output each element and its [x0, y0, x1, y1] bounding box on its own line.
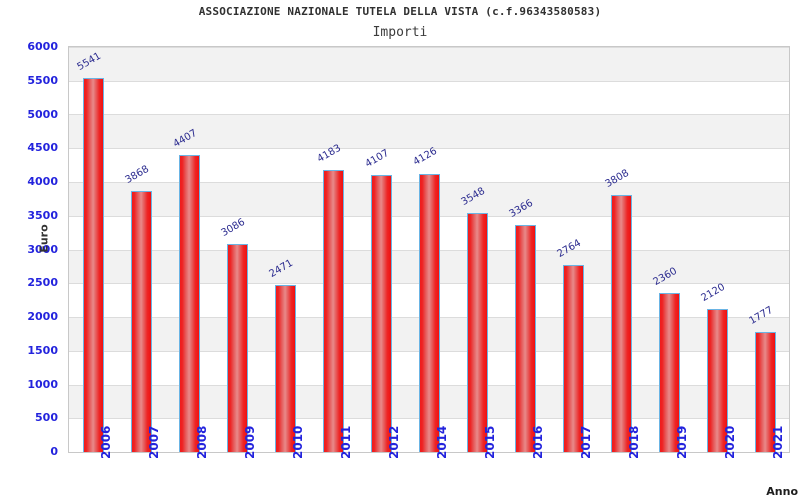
plot-area: [68, 46, 790, 453]
x-axis-tick-label: 2014: [435, 425, 449, 459]
bar[interactable]: [322, 169, 344, 452]
x-axis-tick-label: 2011: [339, 425, 353, 459]
bar[interactable]: [658, 292, 680, 452]
y-axis-tick-label: 500: [35, 411, 58, 425]
bar[interactable]: [178, 154, 200, 452]
x-axis-tick-label: 2018: [627, 425, 641, 459]
chart-subtitle: Importi: [372, 25, 428, 40]
x-axis-tick-label: 2020: [723, 425, 737, 459]
bar[interactable]: [226, 243, 248, 452]
x-axis-tick-label: 2015: [483, 425, 497, 459]
bar[interactable]: [514, 224, 536, 452]
bar[interactable]: [130, 190, 152, 452]
y-axis-tick-label: 3500: [27, 208, 58, 222]
background-band: [69, 47, 789, 81]
gridline: [69, 148, 789, 149]
y-axis-tick-label: 1000: [27, 377, 58, 391]
x-axis-tick-label: 2006: [99, 425, 113, 459]
x-axis-tick-label: 2012: [387, 425, 401, 459]
y-axis-tick-label: 2000: [27, 310, 58, 323]
y-axis-tick-label: 1500: [27, 343, 58, 357]
y-axis-title: Euro: [37, 224, 51, 253]
bar[interactable]: [370, 174, 392, 452]
bar[interactable]: [418, 173, 440, 452]
y-axis-tick-label: 5000: [27, 107, 58, 121]
bar[interactable]: [82, 77, 104, 452]
y-axis-tick-label: 5500: [27, 73, 58, 87]
bar[interactable]: [562, 265, 584, 452]
chart-title: ASSOCIAZIONE NAZIONALE TUTELA DELLA VIST…: [198, 5, 602, 18]
x-axis-tick-label: 2021: [771, 425, 785, 459]
y-axis-tick-label: 6000: [27, 40, 58, 53]
gridline: [69, 47, 789, 48]
x-axis-tick-label: 2016: [531, 425, 545, 459]
x-axis-title: Anno: [766, 485, 798, 498]
bar[interactable]: [274, 285, 296, 452]
bar[interactable]: [706, 308, 728, 452]
x-axis-tick-label: 2009: [243, 425, 257, 459]
x-axis-tick-label: 2019: [675, 425, 689, 459]
x-axis-tick-label: 2008: [195, 425, 209, 459]
bar[interactable]: [610, 194, 632, 452]
x-axis-tick-label: 2017: [579, 425, 593, 459]
bar[interactable]: [754, 332, 776, 452]
x-axis-tick-label: 2007: [147, 425, 161, 459]
y-axis-tick-label: 4000: [27, 175, 58, 188]
background-band: [69, 114, 789, 149]
bar[interactable]: [466, 212, 488, 452]
y-axis-tick-label: 2500: [27, 276, 58, 290]
gridline: [69, 114, 789, 115]
y-axis-tick-label: 4500: [27, 141, 58, 155]
x-axis-tick-label: 2010: [291, 425, 305, 459]
y-axis-tick-label: 3000: [27, 242, 58, 256]
gridline: [69, 81, 789, 82]
y-axis-tick-label: 0: [50, 445, 58, 458]
